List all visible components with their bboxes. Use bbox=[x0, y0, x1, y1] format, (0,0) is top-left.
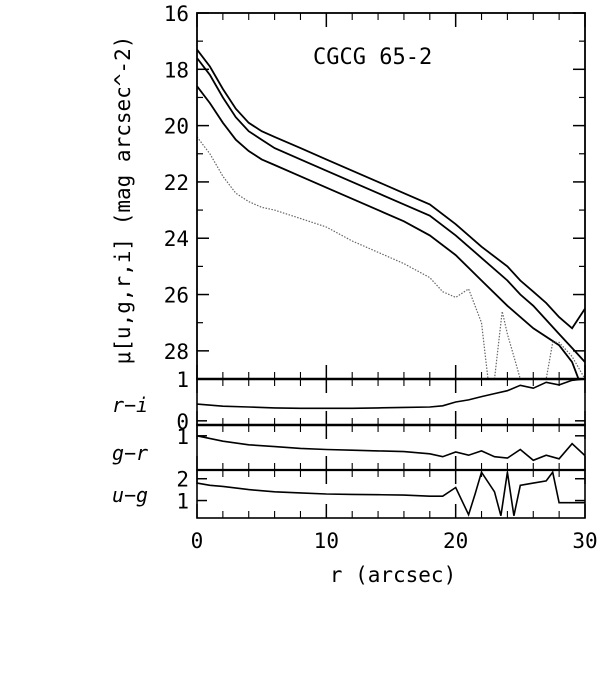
ug-ticks-group: 21 bbox=[176, 468, 585, 514]
ri-y-tick-label: 1 bbox=[176, 368, 189, 392]
x-axis: 0 10 20 30 bbox=[191, 13, 598, 553]
sb-profile-line-4 bbox=[196, 136, 586, 380]
panel-frame bbox=[196, 469, 586, 519]
ug-color-line bbox=[196, 470, 585, 517]
ug-series-group bbox=[196, 470, 585, 517]
gr-ticks-group: 1 bbox=[176, 425, 585, 449]
main-panel: 16 18 20 22 24 26 28 CGCG 65-2 μ[u,g,r,i] (mag… bbox=[111, 2, 586, 380]
ug-y-tick-label: 2 bbox=[176, 468, 189, 492]
gr-axis-label: g−r bbox=[112, 441, 148, 465]
ri-color-line bbox=[196, 378, 586, 410]
x-axis-label: r (arcsec) bbox=[330, 563, 456, 587]
x-tick-label: 10 bbox=[314, 529, 339, 553]
y-tick-label: 18 bbox=[164, 58, 189, 82]
y-axis-label: μ[u,g,r,i] (mag arcsec^-2) bbox=[111, 36, 135, 365]
sb-profile-line-3 bbox=[196, 85, 585, 380]
gr-y-tick-label: 1 bbox=[176, 425, 189, 449]
y-tick-label: 24 bbox=[164, 227, 189, 251]
gr-color-line bbox=[196, 435, 586, 462]
y-tick-label: 16 bbox=[164, 2, 189, 26]
main-series-group bbox=[196, 49, 586, 380]
main-ticks-group: 16 18 20 22 24 26 28 bbox=[164, 2, 585, 380]
x-tick-label: 0 bbox=[191, 529, 204, 553]
y-tick-label: 22 bbox=[164, 171, 189, 195]
ri-panel: 1 0 r−i bbox=[112, 368, 586, 434]
sb-profile-line-2 bbox=[196, 57, 586, 363]
chart-title: CGCG 65-2 bbox=[313, 45, 432, 70]
y-tick-label: 26 bbox=[164, 284, 189, 308]
x-tick-label: 30 bbox=[572, 529, 597, 553]
panel-frames bbox=[196, 12, 586, 519]
gr-panel: 1 g−r bbox=[112, 425, 586, 465]
ri-y-tick-label: 0 bbox=[176, 410, 189, 434]
panel-frame bbox=[196, 378, 586, 426]
ri-series-group bbox=[196, 378, 586, 410]
ug-axis-label: u−g bbox=[112, 483, 148, 507]
panel-frame bbox=[196, 424, 586, 471]
sb-profile-line-1 bbox=[196, 49, 586, 330]
y-tick-label: 20 bbox=[164, 115, 189, 139]
ug-y-tick-label: 1 bbox=[176, 490, 189, 514]
gr-series-group bbox=[196, 435, 586, 462]
ri-axis-label: r−i bbox=[112, 393, 148, 417]
x-tick-label: 20 bbox=[443, 529, 468, 553]
y-tick-label: 28 bbox=[164, 340, 189, 364]
ug-panel: 21 u−g bbox=[112, 468, 585, 517]
